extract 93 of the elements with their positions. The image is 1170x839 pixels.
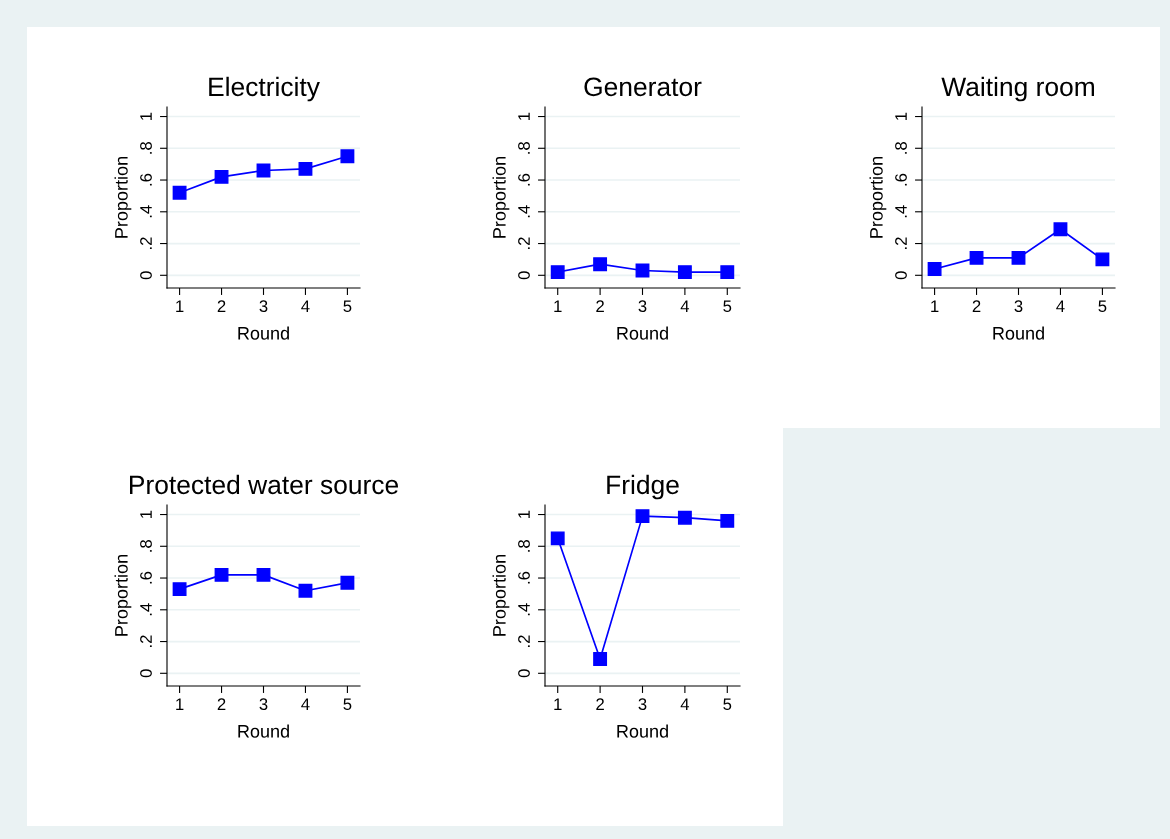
y-tick-label: .8 <box>518 142 530 154</box>
x-tick-label: 3 <box>259 698 268 711</box>
y-tick-label: .8 <box>140 142 152 154</box>
x-axis-title: Round <box>617 326 668 340</box>
y-tick-label: .2 <box>895 237 907 249</box>
point <box>550 265 565 280</box>
y-axis-title: Proportion <box>492 555 510 636</box>
x-tick-label: 1 <box>176 300 184 312</box>
x-tick-label: 1 <box>176 698 184 710</box>
x-tick-label: 2 <box>596 698 604 710</box>
y-tick-label: .4 <box>895 205 907 218</box>
x-tick-label: 4 <box>1056 300 1065 312</box>
y-tick-label: 1 <box>140 112 152 120</box>
x-axis-title: Round <box>238 724 289 738</box>
x-tick-label: 5 <box>1098 300 1107 313</box>
chart-title: Waiting room <box>941 76 1094 102</box>
y-tick-label: .6 <box>518 571 530 584</box>
x-tick-label: 4 <box>680 300 690 312</box>
y-tick-label: .6 <box>895 173 907 186</box>
y-tick-label: .8 <box>895 142 907 154</box>
y-tick-label: .6 <box>140 571 152 584</box>
x-axis-title: Round <box>617 724 668 738</box>
y-tick-label: 1 <box>140 510 152 518</box>
point <box>1053 222 1068 237</box>
y-tick-label: 0 <box>895 271 907 280</box>
x-tick-label: 4 <box>301 300 310 312</box>
point <box>927 262 942 276</box>
y-tick-label: .4 <box>518 205 530 218</box>
point <box>214 169 229 184</box>
y-tick-label: 0 <box>518 669 530 678</box>
y-axis-title: Proportion <box>114 157 132 238</box>
point <box>340 575 355 590</box>
y-tick-label: .2 <box>140 635 152 647</box>
point <box>593 257 608 272</box>
x-tick-label: 2 <box>217 300 226 312</box>
y-tick-label: .2 <box>518 237 530 249</box>
point <box>677 265 692 280</box>
chart-title: Generator <box>584 77 702 97</box>
y-tick-label: .2 <box>140 237 152 249</box>
point <box>969 250 984 265</box>
point <box>172 582 187 597</box>
y-tick-label: .4 <box>140 603 152 616</box>
chart-title: Protected water source <box>130 474 399 495</box>
x-tick-label: 1 <box>554 698 562 710</box>
x-tick-label: 5 <box>723 698 732 711</box>
y-tick-label: 0 <box>140 669 152 678</box>
point <box>593 652 608 666</box>
x-tick-label: 5 <box>723 300 732 313</box>
y-tick-label: 1 <box>518 112 530 120</box>
y-tick-label: .8 <box>140 540 152 552</box>
x-tick-label: 2 <box>217 698 226 710</box>
y-tick-label: .2 <box>518 635 530 647</box>
y-tick-label: 0 <box>140 271 152 280</box>
y-axis-title: Proportion <box>869 157 887 238</box>
point <box>340 149 355 164</box>
y-tick-label: 0 <box>518 271 530 280</box>
point <box>720 513 735 528</box>
y-tick-label: .6 <box>518 173 530 186</box>
y-tick-label: .8 <box>518 540 530 552</box>
x-tick-label: 3 <box>638 300 647 313</box>
x-axis-title: Round <box>993 326 1044 340</box>
x-tick-label: 5 <box>343 698 352 711</box>
point <box>635 509 650 524</box>
y-axis-title: Proportion <box>114 555 132 636</box>
x-tick-label: 3 <box>1014 300 1023 313</box>
point <box>1095 252 1110 267</box>
y-tick-label: .6 <box>140 173 152 186</box>
x-tick-label: 4 <box>680 698 690 710</box>
y-tick-label: .4 <box>140 205 152 218</box>
chart-title: Fridge <box>607 474 679 500</box>
point <box>256 567 271 582</box>
point <box>172 185 187 200</box>
x-tick-label: 4 <box>301 698 310 710</box>
point <box>298 583 313 598</box>
y-tick-label: 1 <box>518 510 530 518</box>
x-tick-label: 1 <box>554 300 562 312</box>
y-tick-label: .4 <box>518 603 530 616</box>
point <box>298 161 313 176</box>
x-tick-label: 1 <box>931 300 939 312</box>
point <box>1011 250 1026 265</box>
point <box>720 265 735 280</box>
point <box>214 567 229 582</box>
x-tick-label: 3 <box>638 698 647 711</box>
point <box>677 510 692 525</box>
chart-title: Electricity <box>209 76 320 102</box>
point <box>550 531 565 546</box>
x-axis-title: Round <box>238 326 289 340</box>
x-tick-label: 5 <box>343 300 352 313</box>
y-tick-label: 1 <box>895 112 907 120</box>
x-tick-label: 3 <box>259 300 268 313</box>
y-axis-title: Proportion <box>492 157 510 238</box>
x-tick-label: 2 <box>972 300 981 312</box>
x-tick-label: 2 <box>596 300 604 312</box>
